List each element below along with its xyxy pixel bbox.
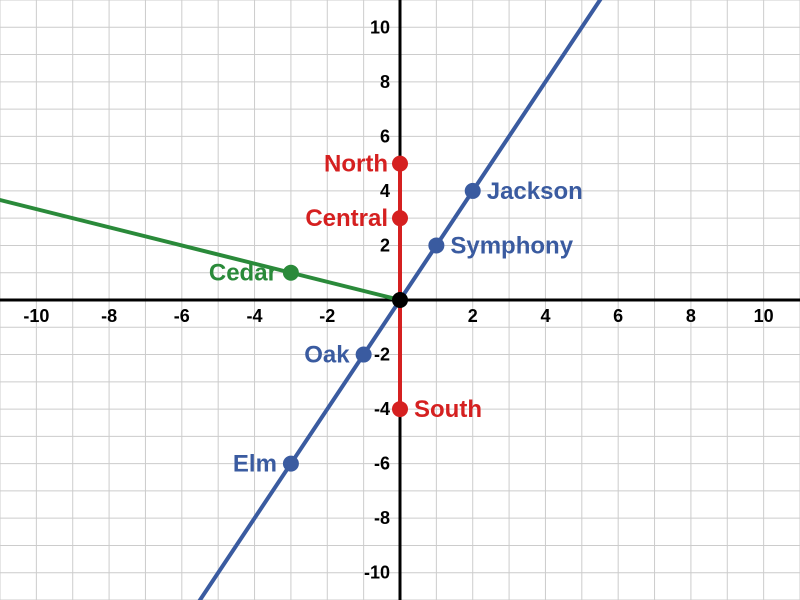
point-oak xyxy=(356,347,372,363)
chart-container: -10 -8 -6 -4 -2 2 4 6 8 10 -10 -8 -6 -4 -2 2 4 6 8 10 North C… xyxy=(0,0,800,600)
x-tick-label: -4 xyxy=(247,306,263,326)
y-tick-label: 4 xyxy=(380,181,390,201)
point-cedar xyxy=(283,265,299,281)
y-tick-label: -10 xyxy=(364,563,390,583)
label-south: South xyxy=(414,396,482,423)
coordinate-plane: -10 -8 -6 -4 -2 2 4 6 8 10 -10 -8 -6 -4 -2 2 4 6 8 10 North C… xyxy=(0,0,800,600)
x-tick-label: 2 xyxy=(468,306,478,326)
point-elm xyxy=(283,456,299,472)
y-tick-label: -6 xyxy=(374,454,390,474)
y-tick-label: 6 xyxy=(380,126,390,146)
label-oak: Oak xyxy=(304,342,350,369)
x-tick-label: 6 xyxy=(613,306,623,326)
y-tick-label: -4 xyxy=(374,399,390,419)
label-elm: Elm xyxy=(233,451,277,478)
y-tick-label: 8 xyxy=(380,72,390,92)
point-north xyxy=(392,156,408,172)
point-jackson xyxy=(465,183,481,199)
point-origin xyxy=(392,292,408,308)
label-cedar: Cedar xyxy=(209,260,277,287)
y-tick-label: 10 xyxy=(370,17,390,37)
x-tick-label: -10 xyxy=(23,306,49,326)
x-tick-label: -8 xyxy=(101,306,117,326)
label-symphony: Symphony xyxy=(450,232,573,259)
x-tick-label: 10 xyxy=(754,306,774,326)
y-tick-label: -8 xyxy=(374,508,390,528)
x-tick-label: -2 xyxy=(319,306,335,326)
y-tick-label: -2 xyxy=(374,345,390,365)
x-tick-label: 8 xyxy=(686,306,696,326)
point-south xyxy=(392,401,408,417)
point-symphony xyxy=(428,237,444,253)
x-tick-label: 4 xyxy=(540,306,550,326)
label-central: Central xyxy=(305,205,388,232)
label-jackson: Jackson xyxy=(487,178,583,205)
point-central xyxy=(392,210,408,226)
label-north: North xyxy=(324,151,388,178)
x-tick-label: -6 xyxy=(174,306,190,326)
y-tick-label: 2 xyxy=(380,235,390,255)
